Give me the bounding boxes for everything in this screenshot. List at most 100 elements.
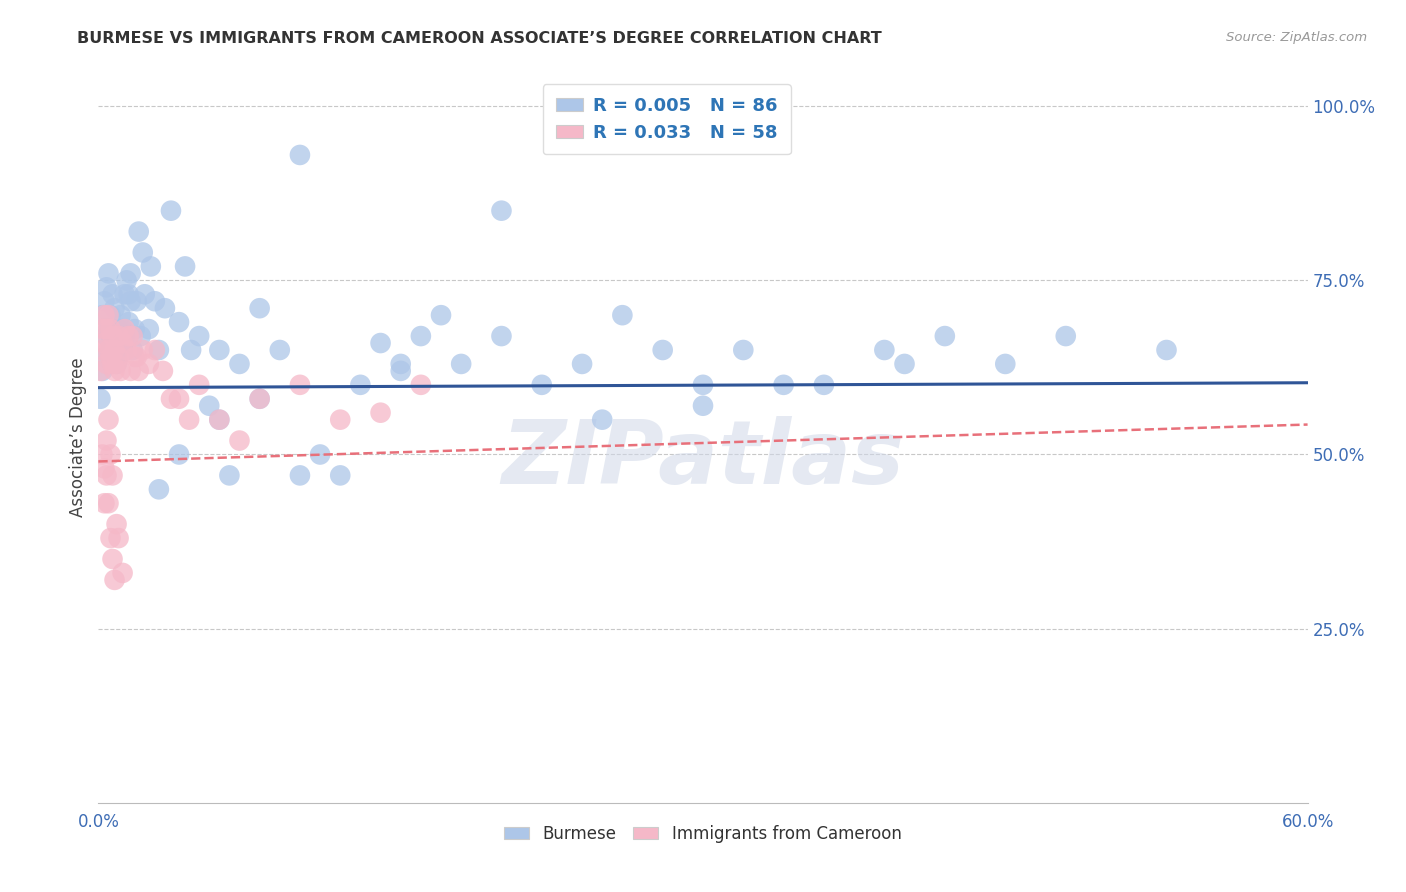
Point (114, 287, 136, 301)
Point (733, 343, 755, 357)
Point (148, 343, 170, 357)
Point (100, 350, 122, 364)
Point (103, 343, 125, 357)
Point (91, 448, 114, 462)
Point (249, 301, 271, 316)
Point (93, 350, 115, 364)
Point (101, 287, 124, 301)
Point (167, 392, 190, 406)
Point (288, 377, 311, 392)
Point (97, 322, 120, 336)
Point (349, 377, 371, 392)
Point (612, 308, 634, 322)
Point (100, 448, 122, 462)
Point (139, 260, 162, 274)
Point (208, 343, 231, 357)
Point (491, 203, 513, 218)
Point (873, 343, 896, 357)
Point (329, 412, 352, 426)
Point (91, 322, 114, 336)
Point (110, 308, 132, 322)
Point (101, 329, 124, 343)
Point (118, 315, 141, 329)
Point (100, 308, 122, 322)
Text: Source: ZipAtlas.com: Source: ZipAtlas.com (1226, 31, 1367, 45)
Point (409, 329, 432, 343)
Point (107, 329, 129, 343)
Point (143, 343, 166, 357)
Point (96, 322, 118, 336)
Point (93, 308, 115, 322)
Point (167, 448, 190, 462)
Point (120, 294, 142, 309)
Point (100, 322, 122, 336)
Point (118, 287, 141, 301)
Text: BURMESE VS IMMIGRANTS FROM CAMEROON ASSOCIATE’S DEGREE CORRELATION CHART: BURMESE VS IMMIGRANTS FROM CAMEROON ASSO… (77, 31, 882, 46)
Point (111, 336, 134, 351)
Point (103, 364, 125, 378)
Point (692, 399, 714, 413)
Point (160, 203, 183, 218)
Point (491, 329, 513, 343)
Point (772, 377, 794, 392)
Point (228, 434, 250, 448)
Point (97, 308, 120, 322)
Point (101, 357, 124, 371)
Point (118, 329, 141, 343)
Point (111, 343, 134, 357)
Point (110, 364, 132, 378)
Point (97, 266, 120, 280)
Point (103, 301, 125, 316)
Point (179, 412, 201, 426)
Point (188, 377, 211, 392)
Point (91, 343, 114, 357)
Point (450, 357, 472, 371)
Point (934, 329, 956, 343)
Point (124, 350, 146, 364)
Point (91, 308, 114, 322)
Point (249, 392, 271, 406)
Point (97, 496, 120, 510)
Point (110, 336, 132, 351)
Point (1156, 343, 1178, 357)
Point (111, 322, 134, 336)
Point (96, 329, 118, 343)
Point (107, 531, 129, 545)
Point (125, 294, 148, 309)
Point (125, 350, 148, 364)
Point (128, 364, 150, 378)
Point (530, 377, 553, 392)
Point (893, 357, 915, 371)
Point (101, 322, 124, 336)
Point (269, 343, 291, 357)
Point (115, 343, 138, 357)
Point (651, 343, 673, 357)
Point (101, 552, 124, 566)
Point (430, 308, 453, 322)
Point (89, 392, 111, 406)
Point (93, 496, 115, 510)
Point (120, 266, 142, 280)
Point (96, 434, 118, 448)
Point (124, 322, 146, 336)
Point (107, 350, 129, 364)
Point (370, 336, 392, 351)
Point (132, 343, 155, 357)
Point (160, 392, 183, 406)
Point (591, 412, 613, 426)
Point (370, 406, 392, 420)
Point (128, 225, 150, 239)
Point (121, 343, 143, 357)
Point (138, 357, 160, 371)
Point (103, 573, 125, 587)
Point (121, 329, 143, 343)
Point (208, 412, 231, 426)
Point (97, 343, 120, 357)
Point (153, 301, 176, 316)
Point (93, 461, 115, 475)
Point (389, 357, 412, 371)
Point (188, 329, 211, 343)
Point (138, 322, 160, 336)
Point (114, 329, 136, 343)
Point (103, 343, 125, 357)
